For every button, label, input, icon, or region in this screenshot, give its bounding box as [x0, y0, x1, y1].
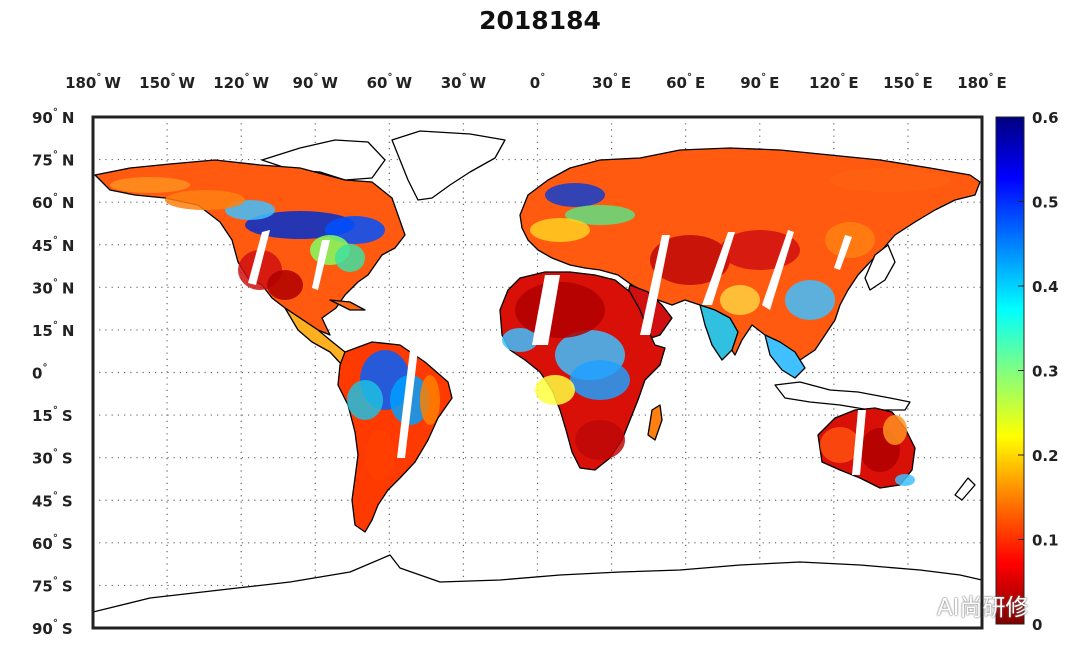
colorbar-tick-label: 0.1: [1032, 532, 1059, 550]
latitude-label: 75° N: [32, 150, 74, 170]
longitude-label: 90° E: [740, 72, 779, 92]
latitude-label: 75° S: [32, 575, 73, 595]
data-patch: [565, 205, 635, 225]
latitude-label: 0°: [32, 363, 47, 383]
latitude-label: 45° S: [32, 490, 73, 510]
data-patch: [515, 282, 605, 338]
swath-gap: [834, 235, 852, 270]
latitude-label: 90° S: [32, 618, 73, 638]
colorbar-tick-label: 0.5: [1032, 194, 1059, 212]
data-patch: [110, 177, 190, 193]
longitude-label: 0°: [530, 72, 545, 92]
caribbean-islands: [329, 299, 366, 311]
latitude-label: 60° N: [32, 192, 74, 212]
longitude-label: 30° E: [592, 72, 631, 92]
swath-gap: [762, 230, 794, 310]
data-patch: [570, 360, 630, 400]
data-patch: [420, 375, 440, 425]
colorbar-labels: 0.6 0.5 0.4 0.3 0.2 0.1 0: [1018, 109, 1059, 634]
latitude-labels: 90° N 75° N 60° N 45° N 30° N 15° N 0° 15° S 30° S 45° S 60…: [32, 107, 74, 638]
longitude-label: 120° E: [809, 72, 859, 92]
data-patch: [165, 190, 245, 210]
watermark-text: AI尚研修: [937, 595, 1029, 621]
latitude-label: 60° S: [32, 533, 73, 553]
data-patch: [267, 270, 303, 300]
latitude-label: 30° S: [32, 448, 73, 468]
data-patch: [883, 415, 907, 445]
data-patch: [545, 183, 605, 207]
map-frame: [91, 115, 984, 630]
data-patch: [535, 375, 575, 405]
colorbar-tick-label: 0.4: [1032, 278, 1059, 296]
data-patch: [325, 216, 385, 244]
latitude-label: 15° S: [32, 405, 73, 425]
watermark: AI尚研修: [905, 588, 1029, 622]
data-patch: [365, 430, 395, 480]
indian-subcontinent: [699, 304, 739, 361]
latitude-label: 15° N: [32, 320, 74, 340]
longitude-labels: 180° W 150° W 120° W 90° W 60° W 30° W 0° 30° E 60° E 90°…: [65, 72, 1007, 92]
data-patch: [650, 235, 730, 285]
data-patch: [895, 474, 915, 486]
longitude-label: 30° W: [441, 72, 487, 92]
data-patch: [575, 420, 625, 460]
data-patch: [785, 280, 835, 320]
wechat-icon: [905, 595, 931, 614]
longitude-label: 90° W: [293, 72, 339, 92]
map-title: 2018184: [479, 6, 601, 35]
swath-gap: [852, 410, 866, 475]
colorbar-tick-label: 0.6: [1032, 109, 1059, 127]
longitude-label: 180° E: [957, 72, 1007, 92]
latitude-label: 90° N: [32, 107, 74, 127]
swath-gap: [312, 240, 330, 290]
latitude-label: 30° N: [32, 277, 74, 297]
swath-gap: [248, 230, 270, 285]
indonesia: [774, 381, 911, 411]
antarctica: [93, 554, 982, 628]
data-patch: [530, 218, 590, 242]
swath-gap: [397, 350, 418, 458]
data-patch: [502, 328, 538, 352]
colorbar-tick-label: 0.3: [1032, 363, 1059, 381]
southeast-asia: [764, 334, 806, 379]
longitude-label: 60° E: [666, 72, 705, 92]
longitude-label: 150° W: [139, 72, 195, 92]
north-america: [94, 159, 406, 336]
new-zealand: [954, 477, 976, 501]
colorbar-tick-label: 0: [1032, 616, 1042, 634]
madagascar: [647, 404, 663, 441]
swath-gaps: [248, 230, 866, 475]
longitude-label: 60° W: [367, 72, 413, 92]
japan: [864, 244, 896, 291]
swath-gap: [702, 232, 735, 305]
longitude-label: 120° W: [213, 72, 269, 92]
greenland: [391, 130, 506, 201]
swath-gap: [640, 235, 670, 335]
data-patch: [830, 168, 950, 192]
data-patch: [720, 285, 760, 315]
data-patch: [347, 380, 383, 420]
colorbar-tick-label: 0.2: [1032, 447, 1059, 465]
data-patch: [335, 244, 365, 272]
longitude-label: 150° E: [883, 72, 933, 92]
data-patch: [820, 427, 860, 463]
longitude-label: 180° W: [65, 72, 121, 92]
swath-gap: [532, 275, 560, 345]
latitude-label: 45° N: [32, 235, 74, 255]
